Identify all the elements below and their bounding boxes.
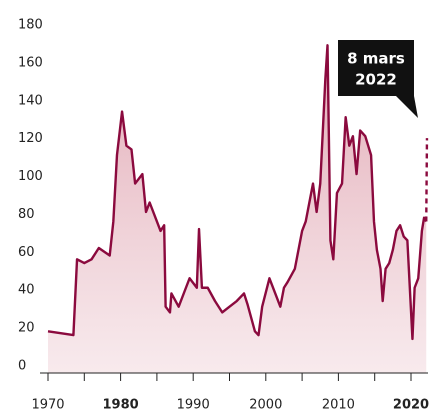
annotation: 2022 (355, 71, 397, 89)
y-tick-label: 100 (18, 169, 43, 184)
y-tick-label: 0 (18, 359, 26, 374)
x-tick-label: 1970 (31, 398, 64, 413)
projection-line (425, 138, 429, 222)
y-tick-label: 40 (18, 283, 35, 298)
annotation: 8 mars (347, 50, 405, 68)
area (48, 45, 427, 374)
y-tick-label: 80 (18, 207, 35, 222)
y-tick-label: 60 (18, 245, 35, 260)
y-tick-label: 140 (18, 93, 43, 108)
y-tick-label: 20 (18, 321, 35, 336)
y-tick-label: 160 (18, 55, 43, 70)
x-tick-label: 1990 (177, 398, 210, 413)
x-tick-label: 2020 (393, 398, 429, 413)
line (47, 44, 428, 341)
annotation-box (338, 40, 414, 96)
x-tick-label: 1980 (103, 398, 139, 413)
y-tick-label: 180 (18, 18, 43, 33)
y-tick-label: 120 (18, 131, 43, 146)
x-tick-label: 2010 (322, 398, 355, 413)
x-tick-label: 2000 (249, 398, 282, 413)
annotation-pointer (396, 96, 418, 118)
